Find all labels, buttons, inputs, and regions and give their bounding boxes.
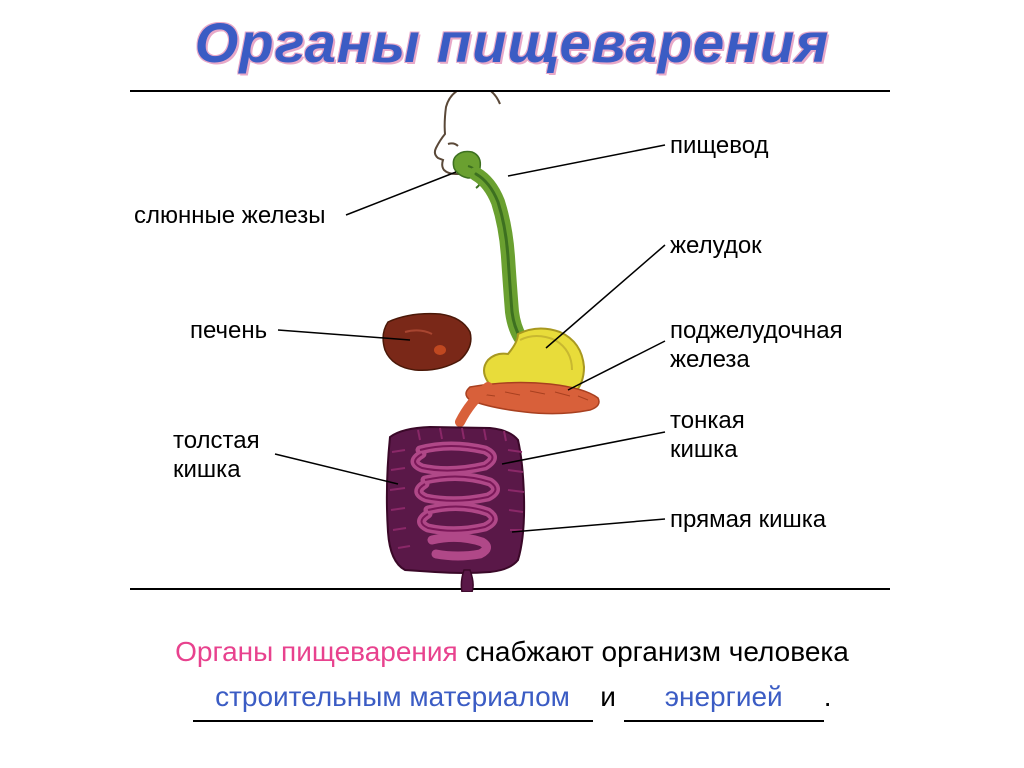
label-small-intestine: тонкая кишка: [670, 407, 745, 465]
bottom-caption: Органы пищеварения снабжают организм чел…: [62, 630, 962, 722]
diagram-area: пищевод слюнные железы желудок печень по…: [130, 92, 890, 588]
organs-text: Органы пищеварения: [175, 636, 458, 667]
label-large-intestine: толстая кишка: [173, 427, 260, 485]
page-title: Органы пищеварения: [195, 10, 829, 75]
label-rectum: прямая кишка: [670, 506, 826, 534]
and-text: и: [593, 681, 624, 712]
label-liver: печень: [190, 317, 267, 345]
energy-text: энергией: [665, 681, 783, 712]
label-salivary-glands: слюнные железы: [134, 202, 325, 230]
diagram-frame: пищевод слюнные железы желудок печень по…: [130, 90, 890, 590]
supply-text: снабжают организм человека: [458, 636, 849, 667]
material-text: строительным материалом: [215, 681, 570, 712]
label-pancreas: поджелудочная железа: [670, 317, 843, 375]
label-esophagus: пищевод: [670, 132, 769, 160]
label-stomach: желудок: [670, 232, 762, 260]
